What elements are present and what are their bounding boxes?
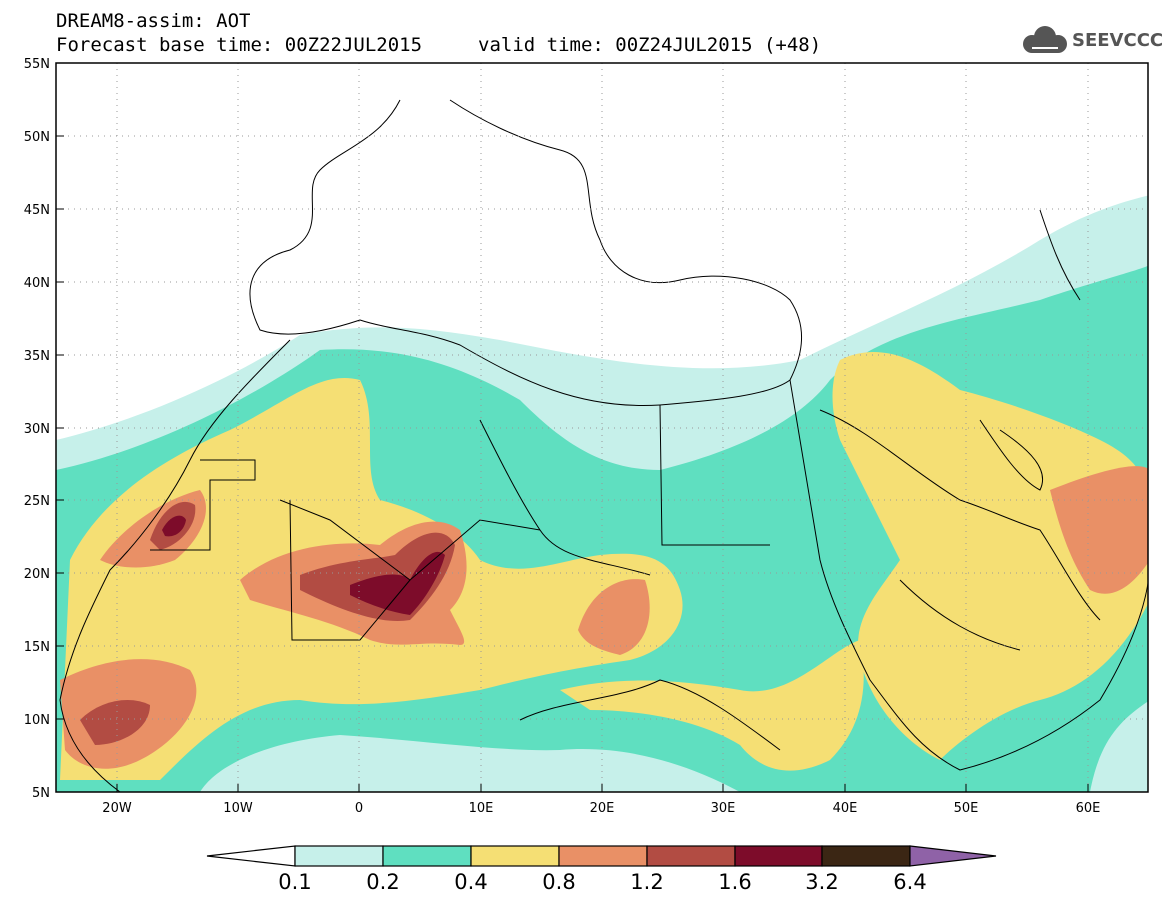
- colorbar-label: 3.2: [805, 870, 838, 894]
- aot-level-1-6-b: [162, 515, 186, 537]
- aot-level-0-4-east: [832, 352, 1148, 760]
- colorbar-bin: [821, 845, 911, 867]
- valid-time: valid time: 00Z24JUL2015 (+48): [478, 34, 822, 56]
- colorbar-bin: [294, 845, 384, 867]
- lat-label: 50N: [24, 130, 50, 145]
- aot-level-1-2-c: [80, 700, 150, 745]
- lat-label: 30N: [24, 422, 50, 437]
- colorbar-label: 0.8: [542, 870, 575, 894]
- tick-marks: [56, 62, 1089, 792]
- logo-text: SEEVCCC: [1072, 30, 1164, 51]
- aot-field: [56, 195, 1148, 792]
- colorbar-label: 1.2: [630, 870, 663, 894]
- lat-label: 20N: [24, 567, 50, 582]
- lat-label: 10N: [24, 713, 50, 728]
- lon-label: 10W: [223, 801, 253, 816]
- colorbar-label: 6.4: [893, 870, 926, 894]
- lon-label: 30E: [711, 801, 736, 816]
- colorbar-label: 0.2: [366, 870, 399, 894]
- colorbar-upper-extend: [909, 845, 997, 867]
- colorbar-labels: 0.1 0.2 0.4 0.8 1.2 1.6 3.2 6.4: [278, 870, 926, 894]
- colorbar-bin: [470, 845, 560, 867]
- coastlines: [59, 99, 1148, 792]
- lat-label: 55N: [24, 57, 50, 72]
- seevccc-logo: [1023, 26, 1067, 53]
- lat-label: 25N: [24, 494, 50, 509]
- lon-label: 40E: [833, 801, 858, 816]
- longitude-labels: 20W 10W 0 10E 20E 30E 40E 50E 60E: [102, 801, 1100, 816]
- latitude-labels: 55N 50N 45N 40N 35N 30N 25N 20N 15N 10N …: [24, 57, 50, 801]
- colorbar-lower-extend: [206, 845, 296, 867]
- lon-label: 20E: [590, 801, 615, 816]
- colorbar-bin: [558, 845, 648, 867]
- lat-label: 45N: [24, 203, 50, 218]
- lat-label: 40N: [24, 276, 50, 291]
- lat-label: 5N: [32, 786, 50, 801]
- forecast-base-time: Forecast base time: 00Z22JUL2015: [56, 34, 423, 56]
- colorbar-label: 1.6: [718, 870, 751, 894]
- lon-label: 50E: [954, 801, 979, 816]
- lat-label: 15N: [24, 640, 50, 655]
- aot-level-0-4-sahel: [560, 640, 864, 771]
- colorbar-bin: [734, 845, 823, 867]
- colorbar-bin: [382, 845, 472, 867]
- aot-level-1-6: [350, 551, 445, 615]
- lon-label: 60E: [1076, 801, 1101, 816]
- lon-label: 10E: [469, 801, 494, 816]
- colorbar-bin: [646, 845, 736, 867]
- aot-level-0-8-e: [1050, 466, 1148, 594]
- lon-label: 0: [355, 801, 363, 816]
- graticule: [56, 63, 1148, 792]
- colorbar-label: 0.1: [278, 870, 311, 894]
- colorbar: [206, 845, 997, 867]
- lat-label: 35N: [24, 349, 50, 364]
- colorbar-label: 0.4: [454, 870, 487, 894]
- lon-label: 20W: [102, 801, 132, 816]
- map-title: DREAM8-assim: AOT: [56, 10, 251, 32]
- aot-level-0-8-d: [578, 579, 650, 655]
